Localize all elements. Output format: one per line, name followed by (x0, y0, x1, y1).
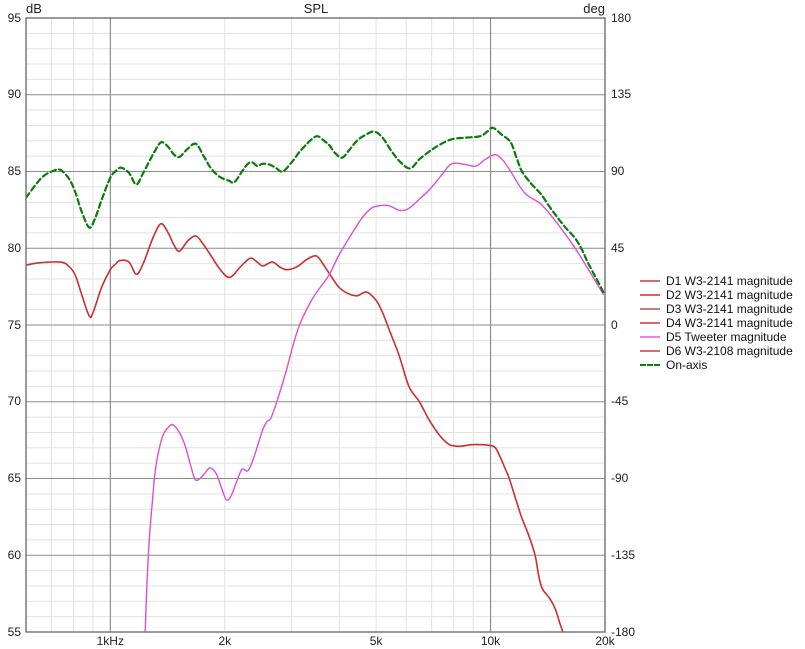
legend-swatch-line (640, 308, 660, 310)
x-axis-tick-label: 10k (480, 634, 501, 648)
plot-border (25, 17, 606, 633)
series-line-on-axis (26, 126, 605, 294)
y-axis-left-tick-label: 75 (7, 317, 21, 332)
y-axis-right-tick-label: 180 (611, 10, 632, 25)
y-axis-left-tick-label: 70 (7, 394, 21, 409)
legend-item: On-axis (640, 358, 793, 372)
legend-swatch-line (640, 294, 660, 296)
legend: D1 W3-2141 magnitude D2 W3-2141 magnitude… (640, 274, 793, 372)
legend-item-label: D4 W3-2141 magnitude (666, 316, 793, 330)
series-line-d5-tweeter-magnitude (144, 153, 604, 632)
y-axis-left-tick-label: 90 (7, 87, 21, 102)
y-axis-left-tick-label: 55 (7, 624, 21, 639)
chart-title: SPL (303, 1, 329, 16)
legend-swatch-line (640, 350, 660, 352)
legend-item: D4 W3-2141 magnitude (640, 316, 793, 330)
legend-item-label: D2 W3-2141 magnitude (666, 288, 793, 302)
legend-item: D3 W3-2141 magnitude (640, 302, 793, 316)
legend-item-label: D1 W3-2141 magnitude (666, 274, 793, 288)
x-axis-tick-label: 20k (595, 634, 615, 648)
series-line-woofer-magnitude-d1-d4-d6- (26, 222, 564, 632)
y-axis-right-tick-label: 135 (611, 87, 632, 102)
y-axis-right-tick-label: -180 (611, 624, 636, 639)
legend-item-label: D3 W3-2141 magnitude (666, 302, 793, 316)
legend-item: D2 W3-2141 magnitude (640, 288, 793, 302)
y-axis-left-tick-label: 95 (7, 10, 21, 25)
y-axis-left-tick-label: 85 (7, 164, 21, 178)
y-axis-right-tick-label: 45 (611, 240, 625, 255)
y-axis-right-tick-label: -135 (611, 547, 636, 562)
y-axis-right-tick-label: -90 (611, 471, 629, 485)
legend-item: D1 W3-2141 magnitude (640, 274, 793, 288)
legend-item: D5 Tweeter magnitude (640, 330, 793, 344)
legend-item-label: D6 W3-2108 magnitude (666, 344, 793, 358)
y-axis-left-tick-label: 60 (7, 547, 21, 562)
legend-item: D6 W3-2108 magnitude (640, 344, 793, 358)
y-axis-left-tick-label: 80 (7, 240, 21, 255)
right-axis-unit-label: deg (583, 1, 605, 16)
x-axis-tick-label: 1kHz (96, 634, 124, 648)
left-axis-unit-label: dB (26, 1, 42, 16)
y-axis-right-tick-label: 90 (611, 164, 625, 178)
x-axis-tick-label: 5k (369, 634, 383, 648)
legend-swatch-line (640, 322, 660, 324)
legend-swatch-line (640, 336, 660, 338)
legend-item-label: On-axis (666, 358, 708, 372)
legend-swatch-line (640, 364, 660, 366)
y-axis-right-tick-label: 0 (611, 317, 618, 332)
y-axis-right-tick-label: -45 (611, 394, 629, 409)
x-axis-tick-label: 2k (218, 634, 232, 648)
legend-item-label: D5 Tweeter magnitude (666, 330, 787, 344)
legend-swatch-line (640, 280, 660, 282)
y-axis-left-tick-label: 65 (7, 471, 21, 485)
